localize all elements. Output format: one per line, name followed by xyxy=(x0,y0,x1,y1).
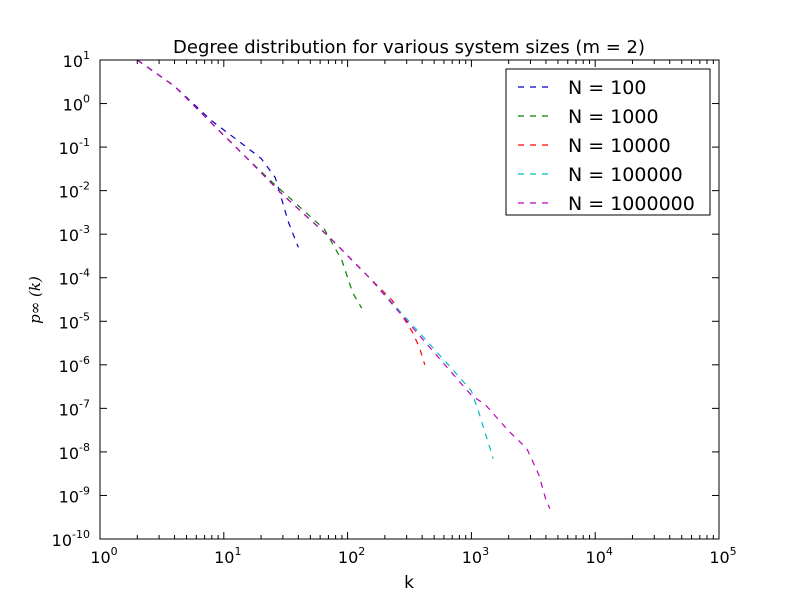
y-tick-label: 10-3 xyxy=(59,223,90,245)
legend-label-3: N = 10000 xyxy=(568,135,671,157)
x-tick-label: 105 xyxy=(709,545,736,567)
y-tick-label: 100 xyxy=(63,93,90,115)
y-tick-label: 10-2 xyxy=(59,180,90,202)
y-tick-label: 10-1 xyxy=(59,136,90,158)
y-tick-label: 101 xyxy=(63,49,90,71)
y-tick-label: 10-10 xyxy=(52,528,90,550)
y-tick-label: 10-8 xyxy=(59,441,90,463)
x-tick-label: 104 xyxy=(586,545,613,567)
legend: N = 100 N = 1000 N = 10000 N = 100000 N = 10… xyxy=(505,68,711,216)
x-tick-label: 101 xyxy=(214,545,241,567)
axes-layer: 100 101 102 103 104 105 101 100 10-1 10-2 10-3 10-4… xyxy=(52,49,737,567)
series-line-5 xyxy=(136,59,551,509)
x-tick-label: 100 xyxy=(90,545,117,567)
series-line-2 xyxy=(136,59,363,309)
y-tick-label: 10-7 xyxy=(59,397,90,419)
legend-box xyxy=(505,68,711,216)
legend-label-5: N = 1000000 xyxy=(568,193,695,215)
legend-label-1: N = 100 xyxy=(568,77,646,99)
y-tick-label: 10-5 xyxy=(59,310,90,332)
y-tick-label: 10-9 xyxy=(59,484,90,506)
series-layer xyxy=(136,59,551,509)
x-axis-label: k xyxy=(404,573,414,593)
legend-label-4: N = 100000 xyxy=(568,164,683,186)
plot-frame xyxy=(99,59,720,540)
chart-title: Degree distribution for various system s… xyxy=(173,37,645,58)
x-tick-label: 103 xyxy=(462,545,489,567)
legend-label-2: N = 1000 xyxy=(568,106,659,128)
y-tick-label: 10-6 xyxy=(59,354,90,376)
x-tick-label: 102 xyxy=(338,545,365,567)
y-tick-label: 10-4 xyxy=(59,267,90,289)
y-axis-label: p∞ (k) xyxy=(26,276,44,324)
